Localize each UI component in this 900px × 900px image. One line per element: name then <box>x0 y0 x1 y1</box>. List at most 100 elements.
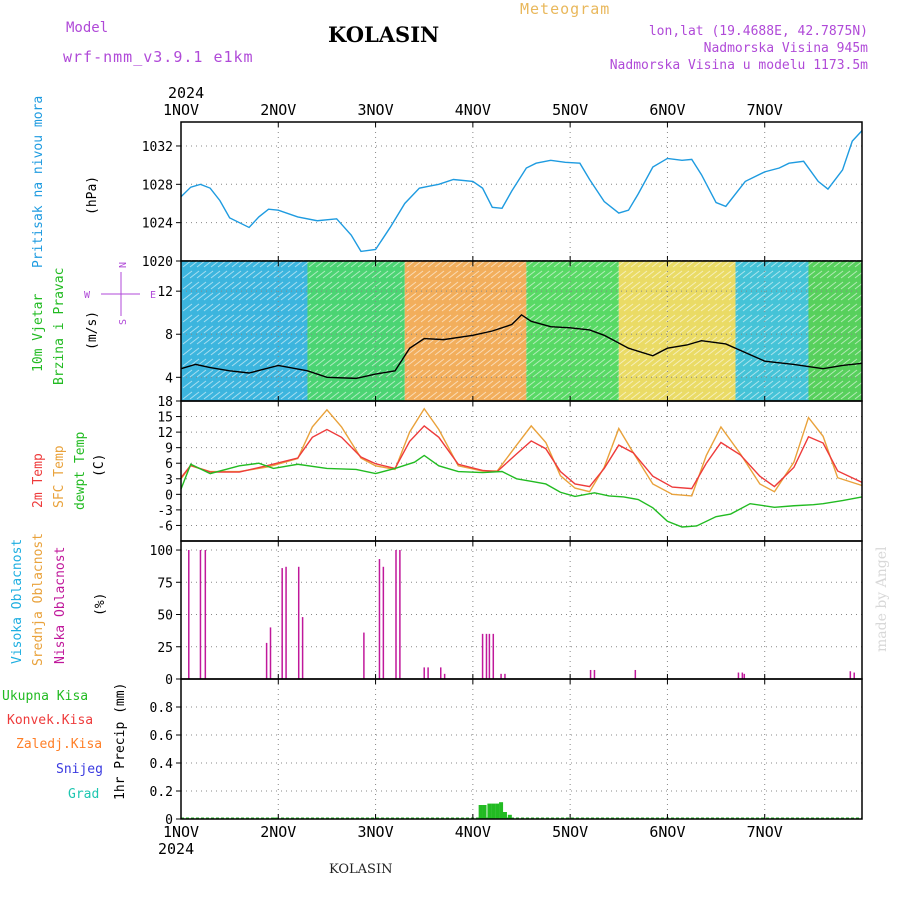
wind-barb <box>203 347 214 356</box>
wind-barb <box>714 292 725 301</box>
wind-barb <box>217 336 228 345</box>
wind-barb <box>679 347 690 356</box>
wind-barb <box>672 369 683 378</box>
wind-barb <box>364 336 375 345</box>
wind-barb <box>826 347 837 356</box>
wind-barb <box>679 303 690 312</box>
wind-barb <box>560 270 571 279</box>
wind-barb <box>434 325 445 334</box>
wind-barb <box>420 270 431 279</box>
wind-barb <box>826 325 837 334</box>
elevation-label: Nadmorska Visina 945m <box>703 41 868 56</box>
wind-barb <box>287 270 298 279</box>
wind-barb <box>805 347 816 356</box>
wind-barb <box>399 314 410 323</box>
wind-barb <box>259 292 270 301</box>
wind-barb <box>434 281 445 290</box>
wind-barb <box>224 358 235 367</box>
wind-barb <box>315 325 326 334</box>
wind-barb <box>721 303 732 312</box>
wind-barb <box>329 270 340 279</box>
wind-barb <box>532 347 543 356</box>
wind-barb <box>266 358 277 367</box>
wind-barb <box>455 303 466 312</box>
wind-barb <box>406 281 417 290</box>
x-top-tick-label: 1NOV <box>163 101 199 119</box>
wind-barb <box>749 292 760 301</box>
wind-barb <box>280 292 291 301</box>
wind-barb <box>224 303 235 312</box>
y-tick-label: 12 <box>157 285 173 300</box>
wind-barb <box>448 391 459 400</box>
wind-barb <box>343 369 354 378</box>
wind-barb <box>791 281 802 290</box>
wind-barb <box>196 281 207 290</box>
wind-barb <box>714 314 725 323</box>
wind-barb <box>847 369 858 378</box>
wind-barb <box>672 380 683 389</box>
wind-barb <box>518 391 529 400</box>
wind-barb <box>588 347 599 356</box>
wind-barb <box>357 369 368 378</box>
wind-barb <box>847 391 858 400</box>
wind-barb <box>567 336 578 345</box>
wind-barb <box>406 336 417 345</box>
x-top-tick-label: 4NOV <box>455 101 491 119</box>
wind-barb <box>483 292 494 301</box>
wind-barb <box>546 281 557 290</box>
wind-barb <box>357 391 368 400</box>
wind-barb <box>371 347 382 356</box>
wind-barb <box>805 391 816 400</box>
wind-barb <box>455 369 466 378</box>
wind-barb <box>287 391 298 400</box>
wind-barb <box>483 270 494 279</box>
wind-barb <box>462 391 473 400</box>
wind-barb <box>287 292 298 301</box>
wind-barb <box>539 314 550 323</box>
wind-barb <box>749 358 760 367</box>
wind-barb <box>518 270 529 279</box>
precip-bar <box>482 805 487 819</box>
wind-barb <box>784 358 795 367</box>
wind-barb <box>693 358 704 367</box>
wind-barb <box>581 391 592 400</box>
wind-barb <box>686 281 697 290</box>
wind-barb <box>616 270 627 279</box>
wind-barb <box>273 358 284 367</box>
wind-barb <box>196 336 207 345</box>
wind-barb <box>791 325 802 334</box>
wind-barb <box>581 270 592 279</box>
wind-barb <box>819 270 830 279</box>
wind-barb <box>266 270 277 279</box>
wind-barb <box>308 347 319 356</box>
wind-barb <box>672 292 683 301</box>
wind-barb <box>812 369 823 378</box>
series-line-dewpt-temp <box>180 454 863 528</box>
wind-barb <box>637 380 648 389</box>
wind-barb <box>518 380 529 389</box>
wind-barb <box>476 281 487 290</box>
wind-barb <box>826 270 837 279</box>
wind-barb <box>462 347 473 356</box>
wind-barb <box>378 369 389 378</box>
wind-barb <box>721 325 732 334</box>
wind-barb <box>280 358 291 367</box>
wind-barb <box>490 281 501 290</box>
wind-barb <box>322 325 333 334</box>
wind-barb <box>441 292 452 301</box>
wind-barb <box>350 325 361 334</box>
wind-barb <box>294 292 305 301</box>
wind-barb <box>714 281 725 290</box>
legend-frozen-precip: Zaledj.Kisa <box>16 737 102 752</box>
wind-barb <box>798 347 809 356</box>
wind-barb <box>651 281 662 290</box>
wind-barb <box>812 303 823 312</box>
wind-barb <box>840 325 851 334</box>
wind-barb <box>630 325 641 334</box>
wind-barb <box>196 292 207 301</box>
wind-barb <box>595 314 606 323</box>
wind-barb <box>539 369 550 378</box>
wind-barb <box>756 303 767 312</box>
wind-barb <box>791 270 802 279</box>
wind-barbs <box>182 259 865 400</box>
